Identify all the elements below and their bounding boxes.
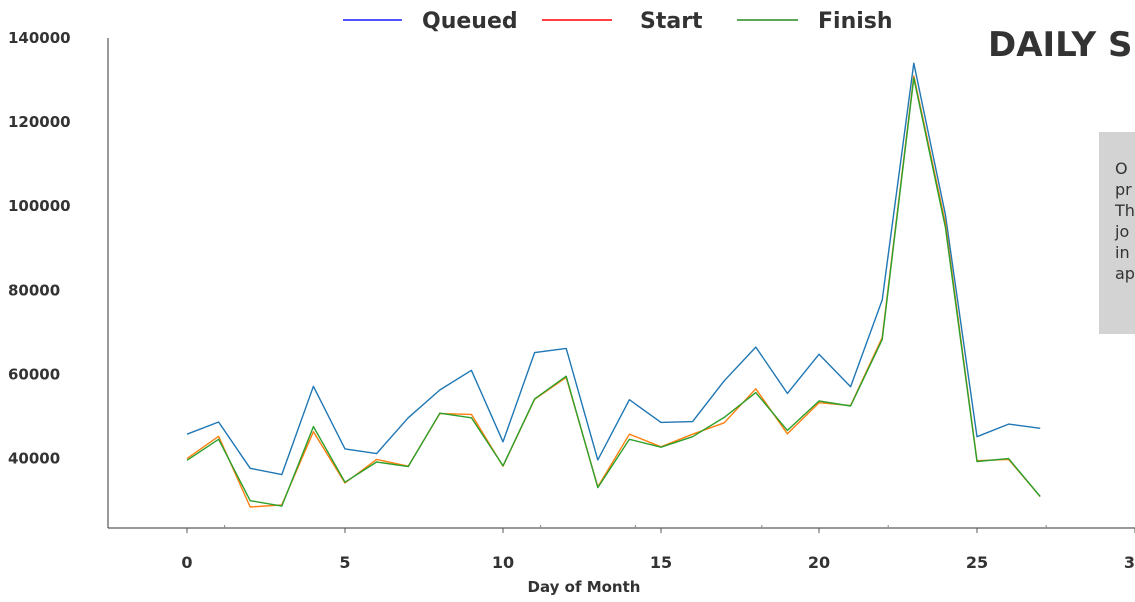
annotation-text: O pr Th jo in ap bbox=[1115, 159, 1135, 283]
x-ticks: 0 5 10 15 20 25 30 bbox=[181, 525, 1135, 572]
legend: Queued Start Finish bbox=[343, 9, 893, 34]
y-tick-label: 80000 bbox=[8, 281, 60, 299]
x-tick-label: 0 bbox=[181, 553, 192, 572]
series-line-finish bbox=[186, 77, 1041, 507]
y-tick-label: 60000 bbox=[8, 365, 60, 383]
series-line-start bbox=[186, 75, 1041, 508]
y-tick-label: 100000 bbox=[8, 197, 71, 215]
x-tick-label: 15 bbox=[650, 553, 672, 572]
series-line-queued bbox=[186, 62, 1041, 476]
legend-label-start: Start bbox=[640, 9, 703, 34]
y-tick-label: 140000 bbox=[8, 29, 71, 47]
x-tick-label: 10 bbox=[492, 553, 514, 572]
x-tick-label: 5 bbox=[339, 553, 350, 572]
legend-label-finish: Finish bbox=[818, 9, 893, 34]
series-lines bbox=[186, 62, 1041, 508]
y-tick-label: 40000 bbox=[8, 450, 60, 468]
annotation-box: O pr Th jo in ap bbox=[1099, 132, 1135, 334]
x-tick-label: 30 bbox=[1124, 553, 1135, 572]
y-tick-label: 120000 bbox=[8, 113, 71, 131]
chart-title: DAILY S bbox=[988, 25, 1133, 65]
y-ticks: 40000 60000 80000 100000 120000 140000 bbox=[8, 29, 71, 468]
legend-label-queued: Queued bbox=[422, 9, 518, 34]
x-tick-label: 20 bbox=[808, 553, 830, 572]
x-tick-label: 25 bbox=[966, 553, 988, 572]
x-axis-label: Day of Month bbox=[528, 578, 641, 596]
axes bbox=[107, 38, 1135, 529]
